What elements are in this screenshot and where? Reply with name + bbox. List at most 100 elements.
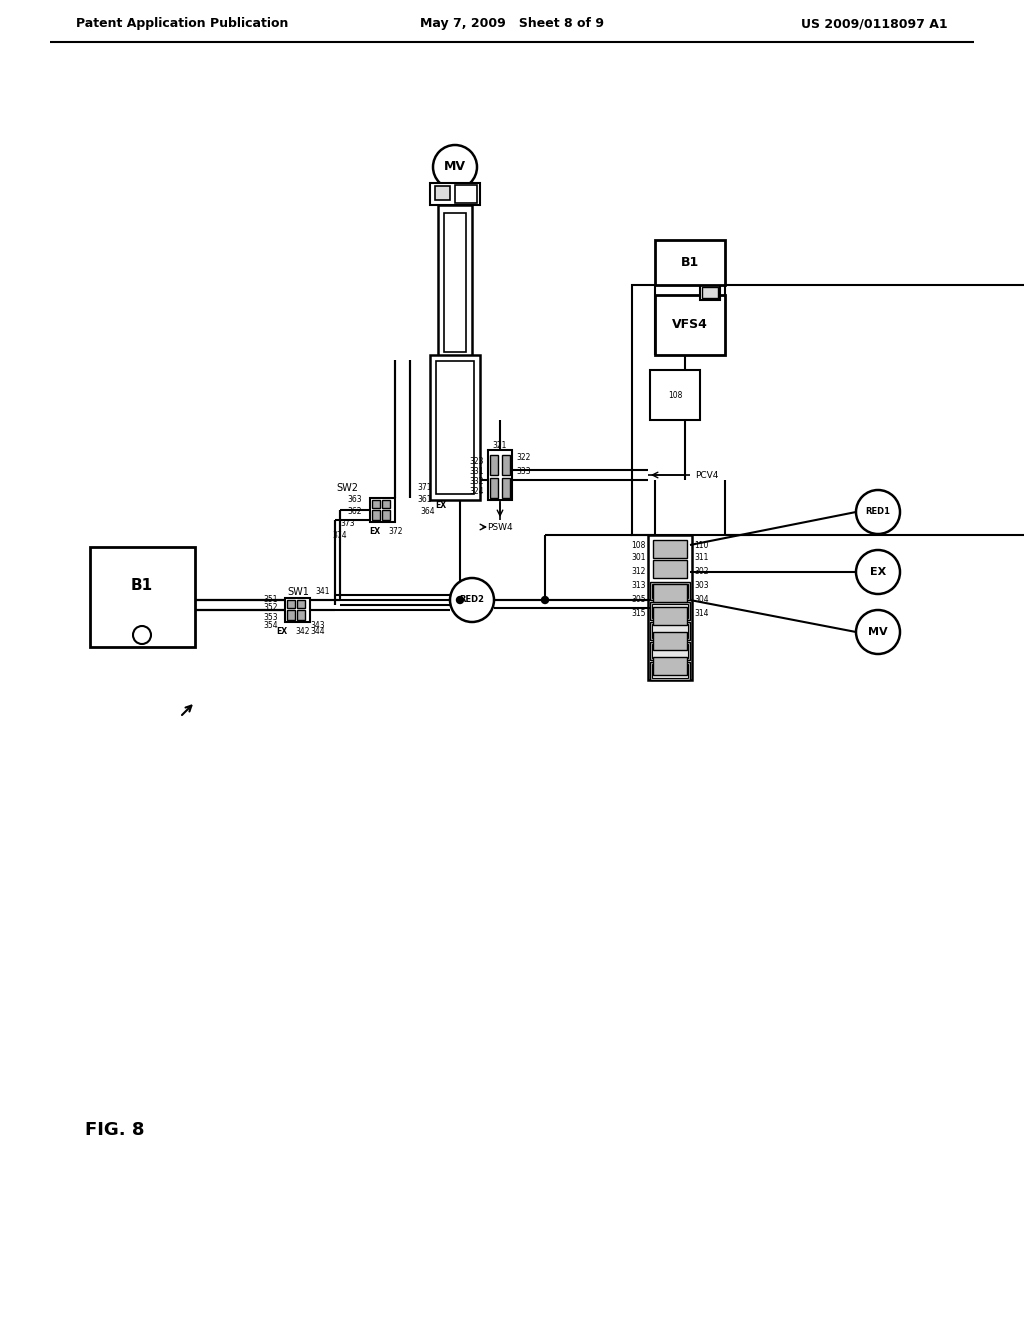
Text: B1: B1 [681,256,699,268]
Text: EX: EX [276,627,288,636]
Text: 302: 302 [694,568,709,577]
Bar [444,213,466,352]
Bar [700,285,720,300]
Circle shape [457,597,464,603]
Text: 364: 364 [420,507,434,516]
Text: VFS4: VFS4 [672,318,708,331]
Text: 313: 313 [632,581,646,590]
Bar [441,209,469,356]
Bar [285,598,310,622]
Text: 108: 108 [632,540,646,549]
Circle shape [856,490,900,535]
Bar [653,657,687,675]
Text: 305: 305 [632,595,646,605]
Text: 304: 304 [694,595,709,605]
Text: 311: 311 [694,553,709,562]
Text: 303: 303 [694,581,709,590]
Circle shape [450,578,494,622]
Bar [490,455,498,475]
Text: RED1: RED1 [865,507,891,516]
Text: 331: 331 [469,467,484,477]
Text: 363: 363 [347,495,362,504]
Circle shape [542,597,549,603]
Bar [632,285,1024,535]
Bar [287,610,295,620]
Bar [382,500,390,508]
Bar [430,355,480,500]
Bar [652,605,688,618]
Bar [653,583,687,602]
Text: EX: EX [370,527,381,536]
Text: 332: 332 [469,478,484,487]
Bar [652,664,688,678]
Bar [90,546,195,647]
Circle shape [856,610,900,653]
Text: 344: 344 [310,627,325,636]
Bar [652,644,688,657]
Circle shape [133,626,151,644]
Text: 351: 351 [263,595,278,605]
Bar [650,663,690,680]
Text: 343: 343 [310,620,325,630]
Bar [430,183,480,205]
Bar [297,610,305,620]
Bar [655,294,725,355]
Text: 324: 324 [469,487,484,496]
Bar [650,622,690,640]
Text: 314: 314 [694,610,709,619]
Bar [372,500,380,508]
Text: Patent Application Publication: Patent Application Publication [76,17,289,30]
Bar [370,498,395,521]
Bar [488,450,512,500]
Text: MV: MV [868,627,888,638]
Bar [650,370,700,420]
Bar [502,455,510,475]
Text: MV: MV [444,161,466,173]
Bar [653,632,687,649]
Circle shape [856,550,900,594]
Bar [655,240,725,285]
Bar [287,601,295,609]
Text: 361: 361 [417,495,431,504]
Text: FIG. 8: FIG. 8 [85,1121,144,1139]
Bar [653,540,687,558]
Bar [297,601,305,609]
Bar [653,560,687,578]
Text: 312: 312 [632,568,646,577]
Circle shape [433,145,477,189]
Bar [650,582,690,601]
Bar [455,185,477,203]
Text: May 7, 2009   Sheet 8 of 9: May 7, 2009 Sheet 8 of 9 [420,17,604,30]
Bar [650,642,690,660]
Text: 110: 110 [694,540,709,549]
Text: 373: 373 [340,520,355,528]
Text: 108: 108 [668,391,682,400]
Text: US 2009/0118097 A1: US 2009/0118097 A1 [802,17,948,30]
Text: 322: 322 [516,454,530,462]
Text: 372: 372 [388,527,402,536]
Text: EX: EX [869,568,886,577]
Bar [435,186,450,201]
Text: 353: 353 [263,612,278,622]
Bar [436,360,474,494]
Text: 301: 301 [632,553,646,562]
Text: 342: 342 [295,627,309,636]
Text: 362: 362 [347,507,362,516]
Text: 323: 323 [469,458,484,466]
Bar [650,602,690,620]
Text: 333: 333 [516,467,530,477]
Text: 371: 371 [417,483,431,492]
Text: 321: 321 [493,441,507,450]
Text: RED2: RED2 [460,595,484,605]
Text: EX: EX [435,500,446,510]
Bar [438,205,472,360]
Text: 374: 374 [333,531,347,540]
Text: SW1: SW1 [287,587,309,597]
Bar [702,286,718,298]
Bar [652,583,688,598]
Bar [502,478,510,498]
Bar [382,510,390,520]
Text: 354: 354 [263,620,278,630]
Bar [653,607,687,624]
Text: SW2: SW2 [336,483,358,492]
